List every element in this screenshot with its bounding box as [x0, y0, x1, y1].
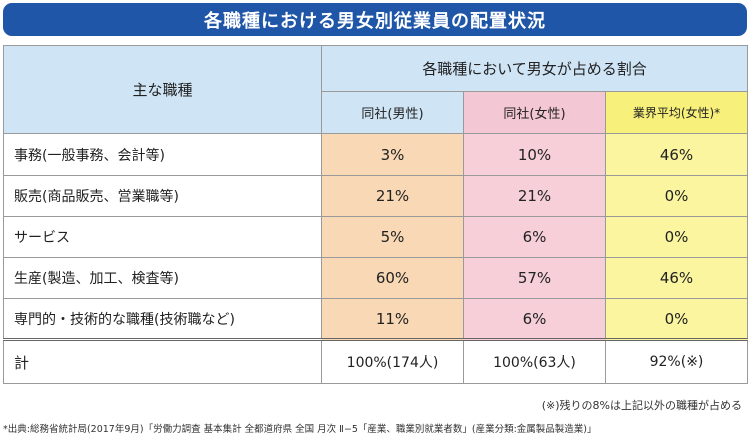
row-label: サービス — [3, 216, 322, 258]
total-industry-cell: 92%(※) — [605, 338, 748, 384]
female-cell: 57% — [463, 257, 606, 299]
row-label: 専門的・技術的な職種(技術職など) — [3, 298, 322, 340]
source-citation: *出典:総務省統計局(2017年9月)「労働力調査 基本集計 全都道府県 全国 … — [3, 424, 597, 435]
male-header: 同社(男性) — [321, 91, 464, 134]
footnote-remainder: (※)残りの8%は上記以外の職種が占める — [541, 399, 742, 412]
total-female-cell: 100%(63人) — [463, 338, 606, 384]
table-row: サービス 5% 6% 0% — [3, 216, 748, 258]
industry-cell: 46% — [605, 133, 748, 176]
table-row: 専門的・技術的な職種(技術職など) 11% 6% 0% — [3, 298, 748, 340]
title-banner: 各職種における男女別従業員の配置状況 — [3, 3, 747, 36]
male-cell: 21% — [321, 175, 464, 217]
industry-cell: 0% — [605, 298, 748, 340]
ratio-group-header: 各職種において男女が占める割合 — [321, 45, 748, 92]
table-row: 事務(一般事務、会計等) 3% 10% 46% — [3, 133, 748, 176]
table-row: 販売(商品販売、営業職等) 21% 21% 0% — [3, 175, 748, 217]
male-cell: 11% — [321, 298, 464, 340]
header-row-top: 主な職種 各職種において男女が占める割合 — [3, 45, 748, 134]
total-row: 計 100%(174人) 100%(63人) 92%(※) — [3, 338, 748, 384]
row-label: 販売(商品販売、営業職等) — [3, 175, 322, 217]
total-label: 計 — [3, 338, 322, 384]
female-cell: 6% — [463, 298, 606, 340]
page-title: 各職種における男女別従業員の配置状況 — [204, 10, 546, 32]
staff-table: 主な職種 各職種において男女が占める割合 同社(男性) 同社(女性) 業界平均(… — [3, 45, 748, 384]
table-row: 生産(製造、加工、検査等) 60% 57% 46% — [3, 257, 748, 299]
row-label: 生産(製造、加工、検査等) — [3, 257, 322, 299]
industry-cell: 0% — [605, 175, 748, 217]
male-cell: 5% — [321, 216, 464, 258]
male-cell: 60% — [321, 257, 464, 299]
header-row-sub: 同社(男性) 同社(女性) 業界平均(女性)* — [4, 91, 748, 134]
job-type-header: 主な職種 — [3, 45, 322, 134]
female-header: 同社(女性) — [463, 91, 606, 134]
female-cell: 6% — [463, 216, 606, 258]
industry-cell: 0% — [605, 216, 748, 258]
female-cell: 21% — [463, 175, 606, 217]
industry-cell: 46% — [605, 257, 748, 299]
female-cell: 10% — [463, 133, 606, 176]
industry-header: 業界平均(女性)* — [605, 91, 748, 134]
male-cell: 3% — [321, 133, 464, 176]
total-male-cell: 100%(174人) — [321, 338, 464, 384]
row-label: 事務(一般事務、会計等) — [3, 133, 322, 176]
